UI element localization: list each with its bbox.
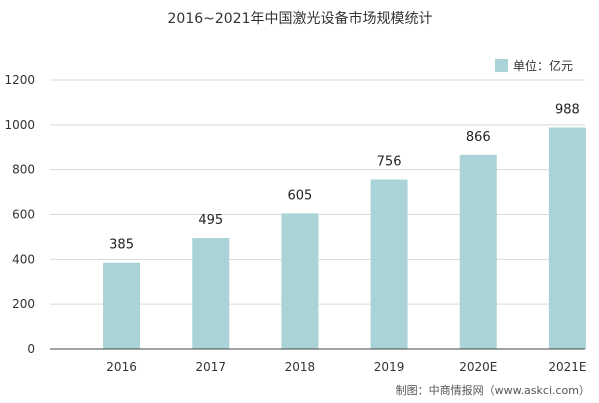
data-label: 988 xyxy=(555,103,580,118)
y-tick-label: 1000 xyxy=(4,118,35,132)
bar xyxy=(192,238,230,349)
legend-label: 单位：亿元 xyxy=(513,58,573,73)
y-tick-label: 600 xyxy=(12,208,35,222)
data-label: 866 xyxy=(466,130,491,145)
bar xyxy=(103,262,141,349)
data-label: 495 xyxy=(198,213,223,228)
source-note: 制图：中商情报网（www.askci.com） xyxy=(396,383,590,397)
x-tick-label: 2017 xyxy=(195,360,226,374)
y-tick-label: 400 xyxy=(12,252,35,266)
data-label: 605 xyxy=(288,188,313,203)
y-axis-ticks: 0 200 400 600 800 1000 1200 xyxy=(4,73,35,356)
x-tick-label: 2016 xyxy=(106,360,137,374)
x-tick-label: 2018 xyxy=(285,360,316,374)
legend: 单位：亿元 xyxy=(495,58,573,73)
data-label: 385 xyxy=(109,238,134,253)
x-tick-label: 2020E xyxy=(459,360,497,374)
chart-title: 2016~2021年中国激光设备市场规模统计 xyxy=(168,10,433,27)
y-tick-label: 800 xyxy=(12,163,35,177)
data-label: 756 xyxy=(377,155,402,170)
bar xyxy=(370,179,408,349)
bars xyxy=(103,127,586,349)
bar xyxy=(281,213,319,349)
x-axis-ticks: 2016 2017 2018 2019 2020E 2021E xyxy=(106,360,586,374)
y-tick-label: 1200 xyxy=(4,73,35,87)
y-tick-label: 200 xyxy=(12,297,35,311)
y-tick-label: 0 xyxy=(27,342,35,356)
bar xyxy=(548,127,586,349)
x-tick-label: 2021E xyxy=(548,360,586,374)
data-labels: 385 495 605 756 866 988 xyxy=(109,103,580,253)
x-tick-label: 2019 xyxy=(374,360,405,374)
bar xyxy=(459,154,497,349)
legend-swatch xyxy=(495,59,508,72)
